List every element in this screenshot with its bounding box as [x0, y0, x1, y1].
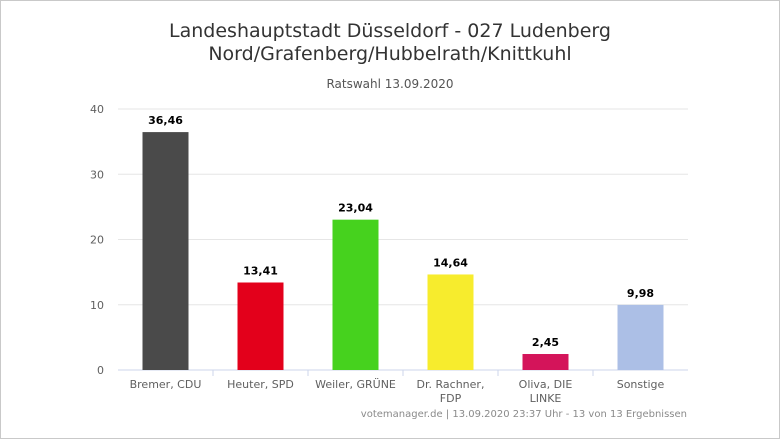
- bar[interactable]: [237, 282, 284, 370]
- x-tick-label: Dr. Rachner,: [417, 378, 485, 391]
- x-tick-label: FDP: [440, 392, 462, 405]
- y-tick-label: 0: [97, 364, 104, 377]
- x-tick-label: Weiler, GRÜNE: [315, 378, 396, 391]
- x-tick-label: Sonstige: [617, 378, 665, 391]
- data-label: 23,04: [338, 202, 373, 215]
- x-tick-label: Heuter, SPD: [227, 378, 294, 391]
- y-tick-label: 40: [90, 103, 104, 116]
- chart-subtitle: Ratswahl 13.09.2020: [326, 77, 454, 91]
- x-tick-label: LINKE: [530, 392, 562, 405]
- credits[interactable]: votemanager.de | 13.09.2020 23:37 Uhr - …: [360, 409, 687, 420]
- y-tick-label: 30: [90, 168, 104, 181]
- chart-title: Landeshauptstadt Düsseldorf - 027 Ludenb…: [0, 20, 780, 66]
- bar[interactable]: [617, 304, 664, 370]
- x-tick-label: Oliva, DIE: [519, 378, 573, 391]
- data-label: 9,98: [627, 287, 654, 300]
- data-label: 36,46: [148, 114, 183, 127]
- bar[interactable]: [332, 219, 379, 370]
- bar[interactable]: [427, 274, 474, 370]
- y-tick-label: 20: [90, 234, 104, 247]
- data-label: 13,41: [243, 264, 278, 277]
- bar[interactable]: [142, 132, 189, 370]
- chart-title-line1: Landeshauptstadt Düsseldorf - 027 Ludenb…: [169, 20, 611, 42]
- data-label: 14,64: [433, 256, 468, 269]
- data-label: 2,45: [532, 336, 559, 349]
- y-tick-label: 10: [90, 299, 104, 312]
- bar[interactable]: [522, 354, 569, 370]
- x-tick-label: Bremer, CDU: [130, 378, 202, 391]
- chart-title-line2: Nord/Grafenberg/Hubbelrath/Knittkuhl: [208, 43, 572, 65]
